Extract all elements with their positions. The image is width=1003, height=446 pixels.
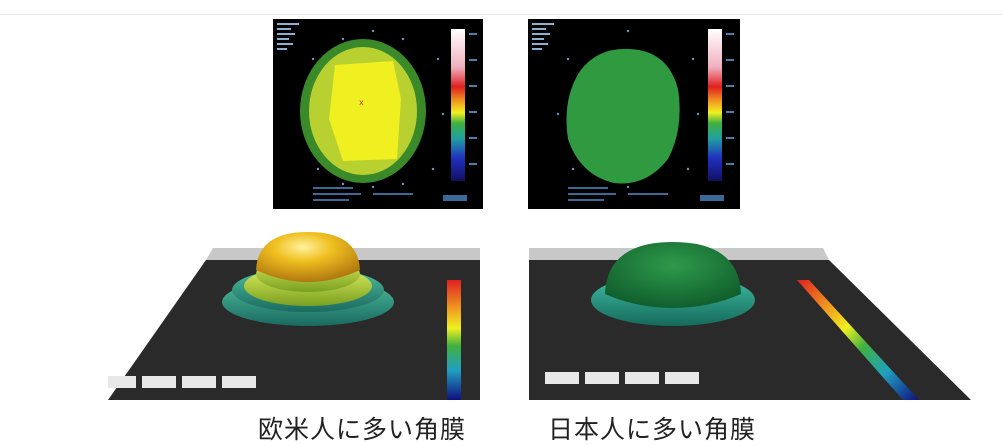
color-scale-bar-icon <box>447 280 461 400</box>
left-topography-map: x <box>273 19 483 209</box>
color-scale-bar-icon <box>451 29 465 181</box>
top-divider <box>0 14 1003 15</box>
left-surface-plot <box>108 228 480 408</box>
left-caption: 欧米人に多い角膜 <box>258 415 467 444</box>
color-scale-bar-icon <box>797 280 919 400</box>
right-topography-map <box>528 19 740 209</box>
right-surface-plot <box>523 228 971 408</box>
left-central-zone <box>329 61 401 161</box>
color-scale-bar-icon <box>708 29 722 181</box>
svg-text:x: x <box>359 98 364 107</box>
right-uniform-zone <box>566 48 680 184</box>
right-caption: 日本人に多い角膜 <box>548 415 757 444</box>
